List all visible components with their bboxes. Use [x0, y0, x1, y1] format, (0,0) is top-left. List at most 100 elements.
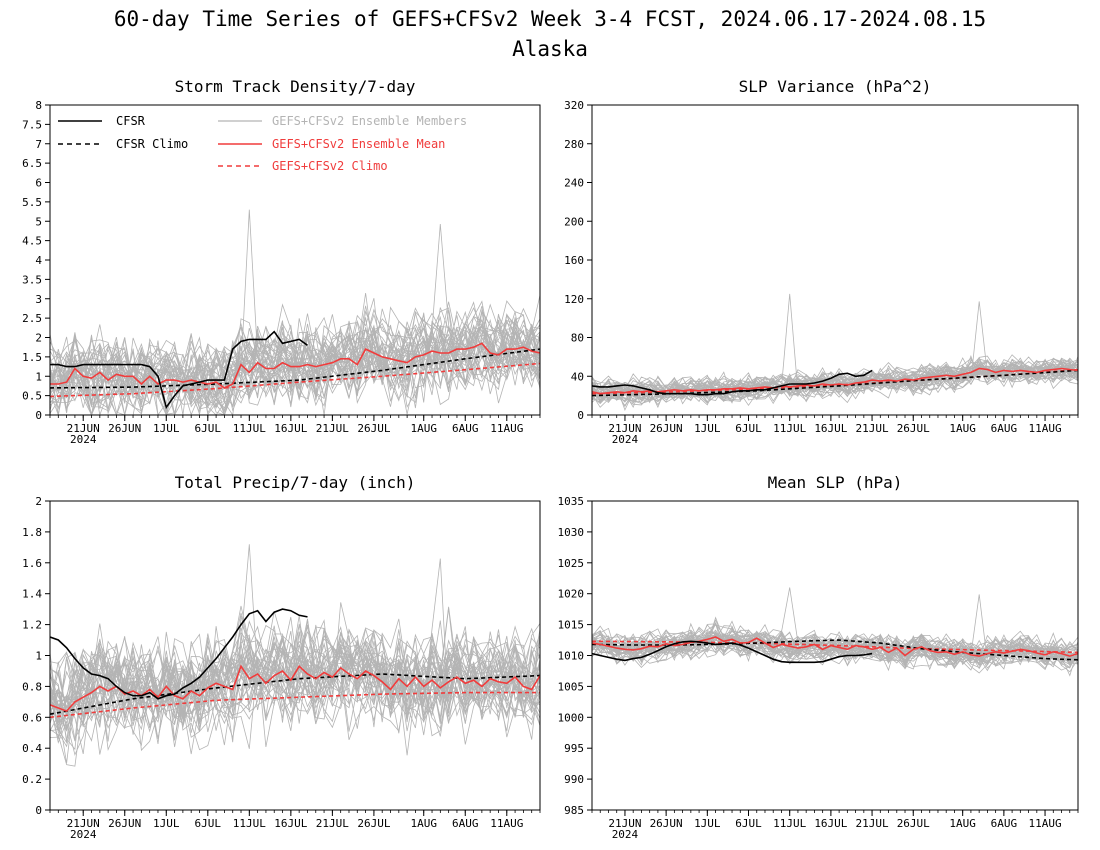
y-tick-label: 1.2 [22, 619, 42, 632]
series-cfsr-climo-line [50, 348, 540, 389]
series-ens-mean-line [592, 367, 1078, 395]
x-tick-label: 11JUL [773, 422, 806, 435]
y-tick-label: 0.4 [22, 742, 42, 755]
y-tick-label: 995 [564, 742, 584, 755]
x-year-label: 2024 [70, 828, 97, 841]
x-tick-label: 21JUN [67, 817, 100, 830]
y-tick-label: 1005 [558, 680, 585, 693]
ensemble-member-line [50, 634, 540, 756]
x-tick-label: 11JUL [233, 817, 266, 830]
x-tick-label: 21JUL [856, 817, 889, 830]
ensemble-member-line [592, 359, 1078, 403]
series-ens-mean-line [50, 342, 540, 389]
x-tick-label: 26JUL [897, 817, 930, 830]
ensemble-member-line [50, 323, 540, 415]
y-tick-label: 1 [35, 650, 42, 663]
x-tick-label: 6JUL [195, 817, 222, 830]
x-tick-label: 1AUG [949, 817, 976, 830]
main-title: 60-day Time Series of GEFS+CFSv2 Week 3-… [114, 7, 986, 31]
ensemble-member-line [592, 360, 1078, 402]
ensemble-member-line [50, 606, 540, 742]
ensemble-member-line [592, 631, 1078, 666]
series-model-climo-line [50, 362, 540, 398]
y-tick-label: 1.8 [22, 526, 42, 539]
ensemble-member-line [50, 611, 540, 732]
x-tick-label: 26JUN [108, 817, 141, 830]
y-tick-label: 5.5 [22, 196, 42, 209]
panel-mean-slp: Mean SLP (hPa) 985 990 995 1000 1005 1010 1015 1… [558, 473, 1079, 841]
x-tick-label: 6AUG [452, 817, 479, 830]
series-model-climo-line [592, 640, 1078, 654]
x-tick-label: 21JUL [316, 422, 349, 435]
y-tick-label: 3.5 [22, 273, 42, 286]
y-tick-label: 4.5 [22, 235, 42, 248]
y-tick-label: 1025 [558, 557, 585, 570]
x-tick-label: 26JUL [357, 817, 390, 830]
x-tick-label: 6JUL [735, 817, 762, 830]
y-tick-label: 80 [571, 332, 584, 345]
x-tick-label: 16JUL [274, 817, 307, 830]
series-cfsr-line [592, 640, 873, 664]
ensemble-member-line [592, 365, 1078, 408]
panel-title: Storm Track Density/7-day [175, 77, 416, 96]
y-tick-label: 990 [564, 773, 584, 786]
panel-slp-variance: SLP Variance (hPa^2) 0 40 80 120 160 200 240 280… [564, 77, 1079, 446]
x-tick-label: 1AUG [949, 422, 976, 435]
legend-members-label: GEFS+CFSv2 Ensemble Members [272, 114, 467, 128]
y-tick-label: 160 [564, 254, 584, 267]
ensemble-member-line [50, 634, 540, 740]
x-tick-label: 21JUL [316, 817, 349, 830]
y-tick-label: 2 [35, 495, 42, 508]
y-tick-label: 0.8 [22, 680, 42, 693]
x-tick-label: 11AUG [490, 817, 523, 830]
x-tick-label: 1JUL [694, 422, 721, 435]
y-tick-label: 0.6 [22, 711, 42, 724]
x-tick-label: 26JUN [650, 422, 683, 435]
panel-title: Mean SLP (hPa) [768, 473, 903, 492]
x-tick-label: 6AUG [991, 817, 1018, 830]
series-cfsr-line [50, 330, 308, 410]
legend-cfsr-climo-label: CFSR Climo [116, 137, 188, 151]
legend: CFSR CFSR Climo GEFS+CFSv2 Ensemble Member… [58, 114, 467, 173]
x-tick-label: 1JUL [153, 422, 180, 435]
y-tick-label: 5 [35, 215, 42, 228]
ensemble-member-line [592, 628, 1078, 667]
x-tick-label: 11JUL [773, 817, 806, 830]
y-tick-label: 120 [564, 293, 584, 306]
ensemble-member-line [50, 631, 540, 731]
y-tick-label: 7.5 [22, 118, 42, 131]
plot-lines [50, 209, 540, 415]
x-tick-label: 1AUG [410, 817, 437, 830]
y-tick-label: 0.5 [22, 390, 42, 403]
series-ens-mean-line [592, 636, 1078, 657]
panel-title: Total Precip/7-day (inch) [175, 473, 416, 492]
panel-precip: Total Precip/7-day (inch)00.20.40.60.811… [22, 473, 541, 841]
x-tick-label: 16JUL [274, 422, 307, 435]
y-tick-label: 7 [35, 138, 42, 151]
x-tick-label: 11AUG [1028, 422, 1061, 435]
x-year-label: 2024 [612, 433, 639, 446]
series-cfsr-line [592, 369, 873, 396]
legend-model-climo-label: GEFS+CFSv2 Climo [272, 159, 388, 173]
x-tick-label: 11AUG [490, 422, 523, 435]
y-tick-label: 1030 [558, 526, 585, 539]
legend-cfsr-label: CFSR [116, 114, 146, 128]
y-tick-label: 240 [564, 177, 584, 190]
series-model-climo-line [50, 691, 540, 719]
y-tick-label: 6 [35, 177, 42, 190]
y-tick-label: 0 [35, 804, 42, 817]
ensemble-member-line [50, 323, 540, 415]
plot-lines [592, 587, 1078, 677]
y-tick-label: 0 [35, 409, 42, 422]
y-tick-label: 280 [564, 138, 584, 151]
y-tick-label: 4 [35, 254, 42, 267]
ensemble-member-line [50, 295, 540, 412]
y-tick-label: 1.5 [22, 351, 42, 364]
y-tick-label: 1015 [558, 619, 585, 632]
ensemble-member-line [592, 623, 1078, 664]
x-tick-label: 21JUL [856, 422, 889, 435]
x-tick-label: 1JUL [694, 817, 721, 830]
y-tick-label: 3 [35, 293, 42, 306]
x-tick-label: 16JUL [814, 422, 847, 435]
